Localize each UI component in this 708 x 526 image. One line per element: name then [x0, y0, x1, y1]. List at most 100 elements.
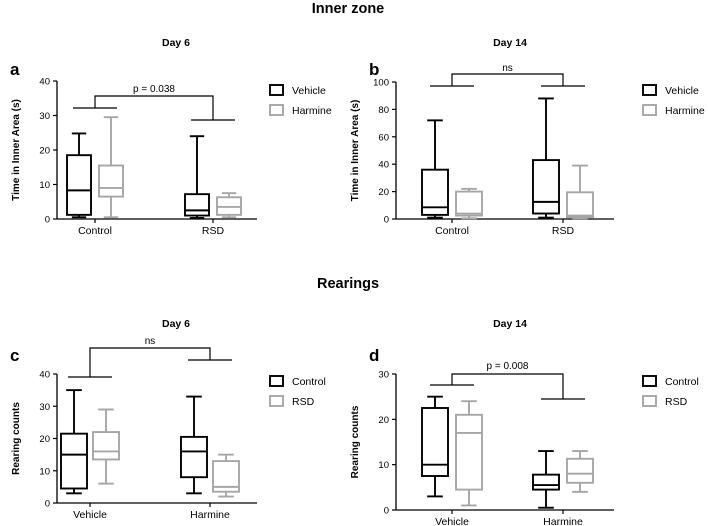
panel-a: Day 6 a 0 10 20 30 40 Time in Inner Area (s) Con…: [10, 37, 332, 237]
panel-title: Day 14: [493, 37, 527, 49]
legend-item-rsd: RSD: [269, 395, 315, 408]
section-title-inner-zone: Inner zone: [312, 1, 385, 17]
x-tick-label: Control: [78, 225, 112, 237]
bracket-line: [451, 73, 564, 86]
panel-letter: d: [369, 346, 379, 365]
bracket-line: [94, 95, 214, 120]
y-tick-label: 30: [378, 370, 389, 381]
box-harmine-rsd: [216, 192, 242, 219]
legend-swatch: [642, 395, 657, 407]
box-vehicle-control: [66, 132, 92, 219]
box-iqr: [92, 431, 120, 461]
y-tick-label: 0: [384, 215, 389, 226]
y-tick-label: 10: [378, 460, 389, 471]
x-tick-label: Harmine: [190, 509, 230, 521]
box-iqr: [455, 413, 483, 491]
legend-label: Control: [665, 376, 699, 388]
panel-title: Day 6: [162, 37, 190, 49]
legend-label: Control: [292, 376, 326, 388]
significance-bracket: ns: [68, 336, 232, 378]
box-iqr: [566, 191, 594, 219]
y-tick-label: 10: [39, 466, 50, 477]
y-tick-label: 100: [373, 78, 389, 89]
box-iqr: [184, 193, 210, 217]
panel-b: Day 14 b 0 20 40 60 80 100 Time in Inner Area (s…: [350, 37, 705, 237]
significance-label: ns: [145, 336, 156, 347]
legend-item-harmine: Harmine: [269, 104, 332, 117]
legend-item-vehicle: Vehicle: [269, 84, 326, 97]
box-iqr: [532, 473, 560, 491]
y-axis-label: Time in Inner Area (s): [350, 100, 361, 202]
box-harmine-control: [98, 116, 124, 219]
y-tick-label: 40: [378, 160, 389, 171]
box-control-vehicle: [421, 395, 449, 498]
box-iqr: [532, 159, 560, 215]
significance-label: ns: [502, 63, 513, 74]
legend-label: Vehicle: [292, 85, 326, 97]
legend-label: Harmine: [665, 105, 705, 117]
panel-letter: a: [10, 60, 20, 79]
y-axis-label: Rearing counts: [350, 405, 361, 478]
box-iqr: [455, 190, 483, 217]
y-tick-label: 0: [45, 215, 50, 226]
box-iqr: [421, 407, 449, 477]
significance-bracket: p = 0.008: [430, 361, 585, 400]
box-vehicle-rsd: [184, 135, 210, 219]
legend-swatch: [642, 104, 657, 116]
box-iqr: [98, 164, 124, 198]
legend-item-rsd: RSD: [642, 395, 688, 408]
x-tick-label: Vehicle: [73, 509, 107, 521]
significance-label: p = 0.008: [487, 361, 529, 372]
box-control-vehicle: [60, 389, 88, 495]
significance-bracket: ns: [430, 63, 585, 87]
panel-d: Day 14 d 0 10 20 30 Rearing counts Vehicle Harmi…: [350, 318, 699, 526]
legend-label: Vehicle: [665, 85, 699, 97]
legend-item-control: Control: [269, 375, 326, 388]
bracket-line: [89, 347, 211, 377]
box-iqr: [60, 432, 88, 490]
legend-swatch: [269, 375, 284, 387]
y-tick-label: 0: [45, 499, 50, 510]
x-tick-label: Vehicle: [435, 516, 469, 526]
box-rsd-harmine: [566, 450, 594, 493]
panels: Day 6 a 0 10 20 30 40 Time in Inner Area (s) Con…: [10, 37, 705, 526]
y-tick-label: 20: [39, 434, 50, 445]
y-tick-label: 60: [378, 132, 389, 143]
box-harmine-control: [455, 187, 483, 220]
y-tick-label: 30: [39, 402, 50, 413]
box-control-harmine: [180, 395, 208, 495]
significance-bracket: p = 0.038: [73, 84, 235, 121]
section-title-rearings: Rearings: [317, 276, 379, 292]
panel-title: Day 6: [162, 318, 190, 330]
legend-swatch: [642, 84, 657, 96]
panel-letter: b: [369, 60, 379, 79]
box-iqr: [180, 435, 208, 479]
x-tick-label: RSD: [552, 225, 575, 237]
box-vehicle-rsd: [532, 97, 560, 219]
box-control-harmine: [532, 450, 560, 509]
box-vehicle-control: [421, 119, 449, 219]
legend-swatch: [269, 395, 284, 407]
panel-c: Day 6 c 0 10 20 30 40 Rearing counts Vehicle Harm…: [10, 318, 326, 521]
x-tick-label: Harmine: [543, 516, 583, 526]
y-tick-label: 20: [378, 187, 389, 198]
legend-swatch: [642, 375, 657, 387]
box-rsd-vehicle: [92, 408, 120, 485]
y-tick-label: 10: [39, 180, 50, 191]
x-tick-label: Control: [435, 225, 469, 237]
legend-item-vehicle: Vehicle: [642, 84, 699, 97]
y-tick-label: 40: [39, 370, 50, 381]
y-axis-label: Time in Inner Area (s): [11, 99, 22, 201]
legend-swatch: [269, 104, 284, 116]
y-tick-label: 40: [39, 77, 50, 88]
legend-item-control: Control: [642, 375, 699, 388]
y-tick-label: 0: [384, 506, 389, 517]
panel-title: Day 14: [493, 318, 527, 330]
legend-label: RSD: [665, 396, 688, 408]
legend-label: Harmine: [292, 105, 332, 117]
x-tick-label: RSD: [202, 225, 225, 237]
y-tick-label: 20: [39, 146, 50, 157]
legend-item-harmine: Harmine: [642, 104, 705, 117]
bracket-line: [451, 373, 564, 399]
